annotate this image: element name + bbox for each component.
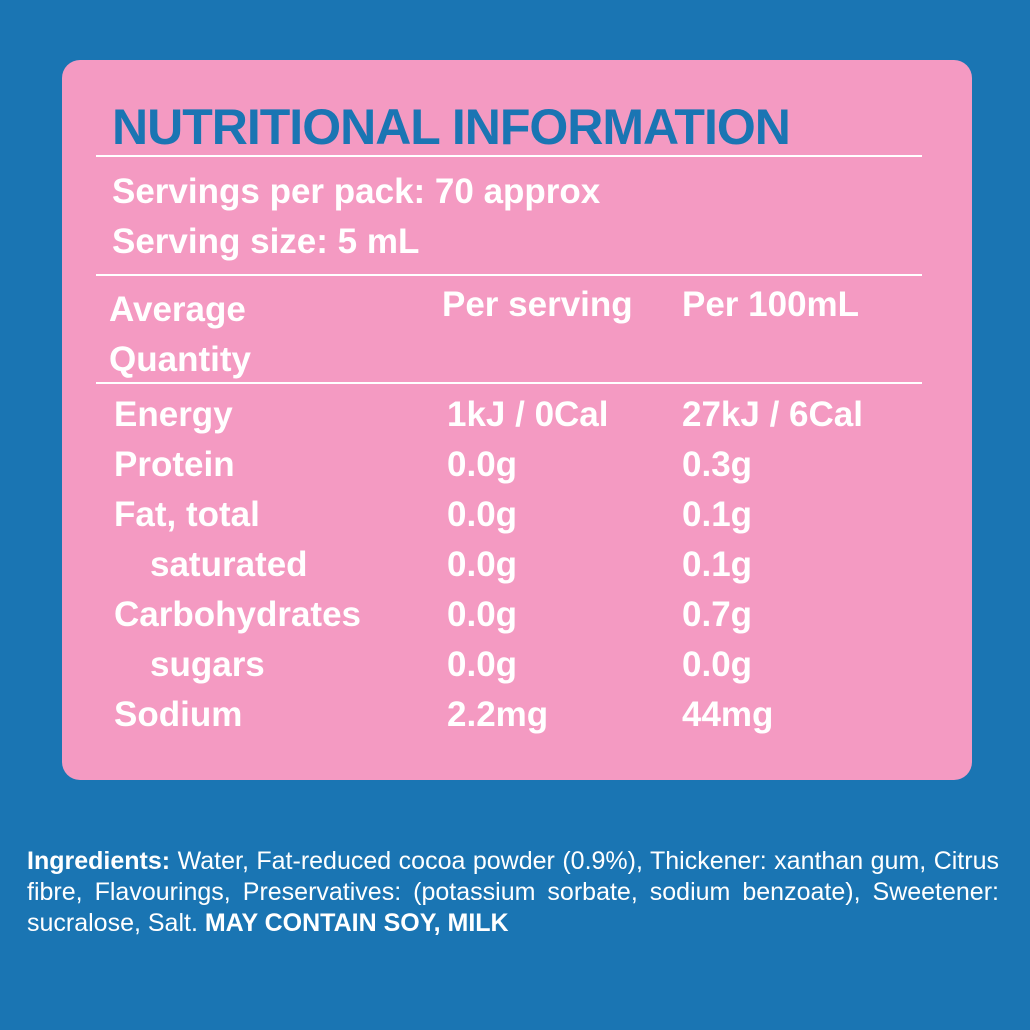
servings: Servings per pack: 70 approx	[112, 172, 601, 211]
cell: 0.0g	[447, 545, 518, 584]
cell: 0.7g	[682, 595, 753, 634]
allergens: MAY CONTAIN SOY, MILK	[204, 909, 509, 937]
cell: 0.0g	[447, 495, 518, 534]
cell: 0.1g	[682, 545, 753, 584]
cell: 0.3g	[682, 445, 753, 484]
cell: 44mg	[682, 695, 774, 734]
ingredients-text: Water, Fat-reduced cocoa powder (0.9%), …	[27, 847, 999, 937]
panel: NUTRITIONAL INFORMATION Servings per pac…	[62, 60, 972, 780]
cell: Energy	[114, 395, 233, 434]
cell: 0.0g	[447, 645, 518, 684]
cell: sugars	[150, 645, 265, 684]
cell: Sodium	[114, 695, 243, 734]
cell: 2.2mg	[447, 695, 549, 734]
serving-size: Serving size: 5 mL	[112, 222, 420, 261]
ingredients-label: Ingredients:	[27, 847, 171, 875]
cell: 0.1g	[682, 495, 753, 534]
header: Per serving	[442, 285, 633, 324]
cell: Fat, total	[114, 495, 260, 534]
cell: 0.0g	[447, 445, 518, 484]
cell: saturated	[150, 545, 308, 584]
cell: 0.0g	[447, 595, 518, 634]
rule	[96, 382, 922, 384]
ingredients: Ingredients: Water, Fat-reduced cocoa po…	[27, 846, 999, 939]
rule	[96, 274, 922, 276]
title: NUTRITIONAL INFORMATION	[112, 99, 791, 155]
cell: Protein	[114, 445, 235, 484]
header: Average Quantity	[109, 290, 251, 379]
cell: 0.0g	[682, 645, 753, 684]
cell: 27kJ / 6Cal	[682, 395, 863, 434]
rule	[96, 155, 922, 157]
cell: 1kJ / 0Cal	[447, 395, 609, 434]
cell: Carbohydrates	[114, 595, 362, 634]
header: Per 100mL	[682, 285, 860, 324]
